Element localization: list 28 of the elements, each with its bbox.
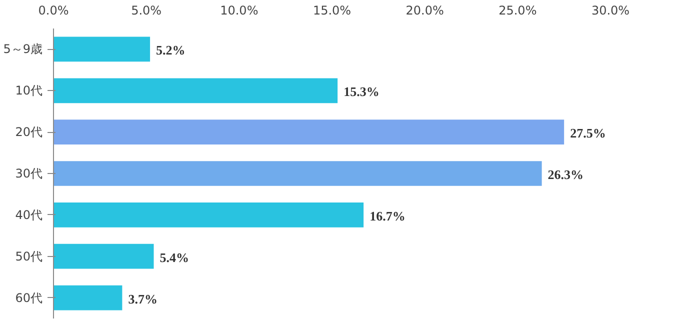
- data-label: 27.5%: [570, 126, 606, 141]
- y-tick-label: 30代: [15, 166, 43, 180]
- data-label: 26.3%: [548, 167, 584, 182]
- data-label: 5.2%: [156, 42, 186, 58]
- bar: [54, 202, 364, 228]
- data-label: 16.7%: [370, 208, 406, 224]
- bar: [54, 78, 338, 104]
- data-label: 5.4%: [160, 250, 190, 265]
- bar: [54, 120, 564, 144]
- bar: [54, 285, 122, 310]
- x-tick-label: 15.0%: [312, 4, 352, 18]
- x-tick-label: 25.0%: [498, 4, 537, 18]
- bar: [54, 161, 542, 186]
- data-label: 15.3%: [344, 84, 380, 100]
- y-tick-label: 5～9歳: [3, 42, 43, 56]
- bar: [54, 36, 150, 62]
- x-tick-label: 30.0%: [591, 4, 630, 18]
- y-tick-label: 10代: [15, 84, 43, 98]
- x-tick-label: 20.0%: [406, 4, 444, 18]
- x-tick-label: 0.0%: [38, 4, 69, 18]
- y-tick-label: 40代: [15, 208, 43, 222]
- data-label: 3.7%: [128, 291, 158, 306]
- bar: [54, 244, 154, 269]
- x-tick-label: 5.0%: [131, 4, 162, 18]
- y-tick-label: 20代: [15, 125, 43, 140]
- y-tick-label: 50代: [15, 249, 43, 264]
- x-tick-label: 10.0%: [220, 4, 258, 18]
- y-tick-label: 60代: [15, 290, 43, 305]
